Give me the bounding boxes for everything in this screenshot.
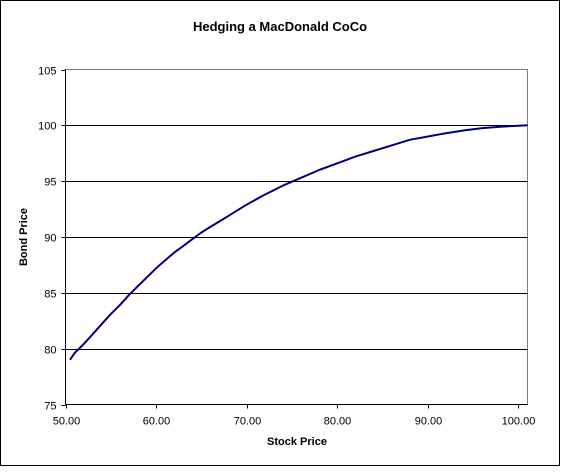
x-tick-label: 70.00	[234, 416, 262, 428]
x-tick-label: 100.00	[502, 416, 536, 428]
y-axis-label: Bond Price	[18, 208, 30, 266]
series-line	[69, 124, 528, 361]
y-tick-label: 105	[38, 66, 56, 78]
y-tick-label: 90	[44, 233, 56, 245]
x-axis-label: Stock Price	[267, 436, 327, 448]
x-tick-label: 90.00	[415, 416, 443, 428]
gridlines	[65, 125, 528, 350]
y-tick-label: 80	[44, 345, 56, 357]
x-tick-label: 80.00	[324, 416, 352, 428]
axis-ticks: 75 80 85 90 95 100 105 50.00 60.00 70.00 80.00 90.0…	[38, 66, 535, 428]
x-tick-label: 60.00	[143, 416, 171, 428]
y-tick-label: 100	[38, 121, 56, 133]
chart-title: Hedging a MacDonald CoCo	[193, 19, 367, 34]
y-tick-label: 75	[44, 401, 56, 413]
x-tick-label: 50.00	[53, 416, 81, 428]
y-tick-label: 95	[44, 177, 56, 189]
series-layer	[69, 124, 528, 361]
y-tick-label: 85	[44, 289, 56, 301]
